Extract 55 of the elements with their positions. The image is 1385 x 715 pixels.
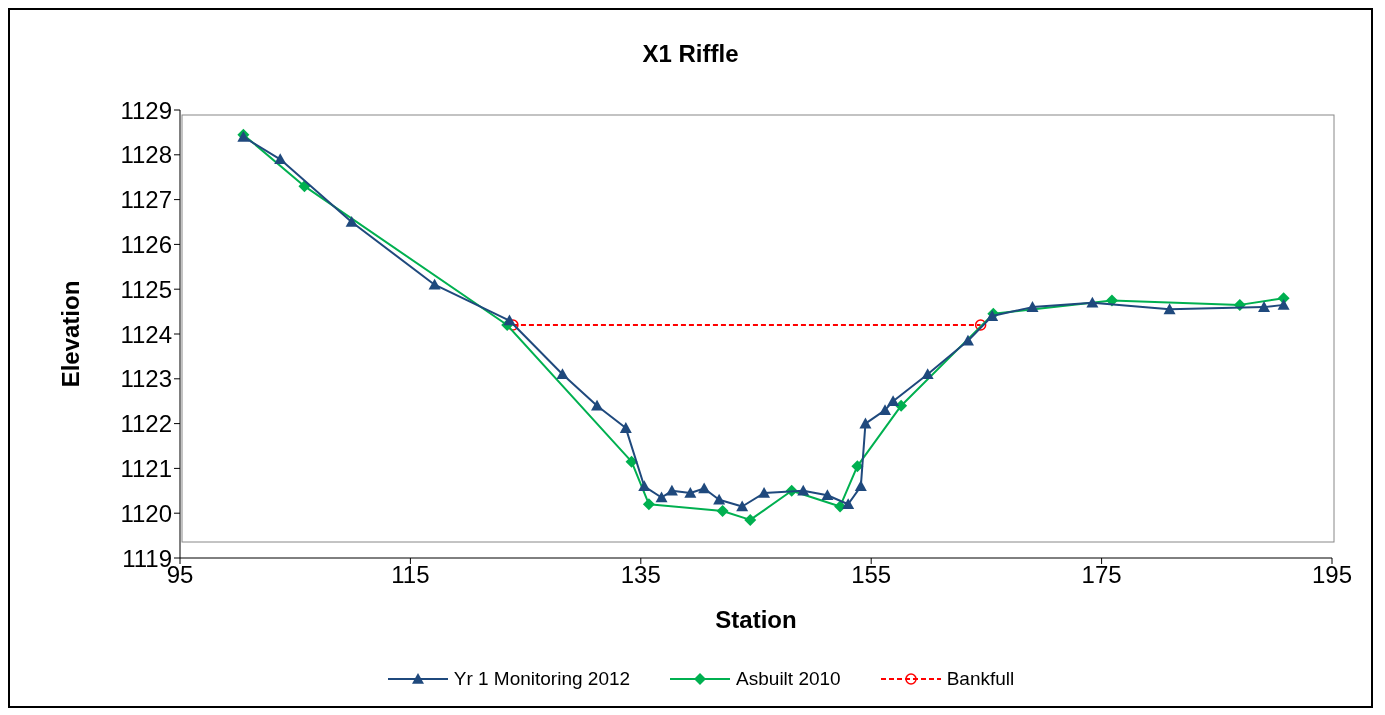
- y-tick-label: 1122: [120, 410, 172, 438]
- y-tick-label: 1125: [120, 275, 172, 303]
- point: [895, 399, 908, 412]
- point: [1277, 298, 1290, 310]
- point: [758, 487, 771, 498]
- point: [1163, 303, 1176, 315]
- point: [1258, 301, 1271, 312]
- legend-label: Asbuilt 2010: [736, 668, 841, 690]
- point: [665, 484, 678, 496]
- x-tick-label: 115: [391, 561, 430, 589]
- legend-label: Bankfull: [946, 668, 1015, 690]
- point: [619, 422, 632, 433]
- y-axis-title: Elevation: [56, 280, 84, 388]
- y-tick-label: 1129: [120, 96, 172, 124]
- point: [887, 395, 900, 406]
- x-tick-label: 135: [620, 561, 661, 589]
- point: [684, 487, 697, 498]
- point: [974, 319, 987, 331]
- point: [859, 417, 872, 429]
- point: [655, 491, 668, 503]
- point: [797, 484, 810, 496]
- point: [851, 460, 864, 473]
- point: [642, 498, 655, 511]
- legend-label: Yr 1 Monitoring 2012: [453, 668, 631, 690]
- y-tick-label: 1126: [120, 230, 172, 258]
- point: [428, 278, 441, 290]
- x-axis-title: Station: [715, 606, 797, 633]
- point: [1026, 301, 1039, 312]
- y-tick-label: 1124: [120, 320, 172, 348]
- point: [556, 368, 569, 380]
- y-tick-label: 1128: [120, 141, 172, 169]
- point: [854, 480, 867, 492]
- point: [716, 504, 729, 517]
- point: [1086, 296, 1099, 308]
- point: [736, 500, 749, 512]
- point: [744, 513, 757, 526]
- point: [879, 404, 892, 415]
- point: [713, 493, 726, 505]
- x-tick-label: 195: [1311, 561, 1353, 589]
- point: [638, 480, 651, 492]
- y-tick-label: 1120: [120, 499, 172, 527]
- y-tick-label: 1127: [120, 186, 172, 214]
- point: [821, 489, 834, 501]
- point: [625, 455, 638, 468]
- point: [345, 216, 358, 227]
- y-tick-label: 1121: [120, 454, 172, 482]
- x-tick-label: 155: [851, 561, 892, 589]
- x-tick-label: 175: [1081, 561, 1122, 589]
- y-tick-label: 1123: [120, 365, 172, 393]
- point: [842, 498, 855, 510]
- point: [503, 314, 516, 326]
- point: [274, 153, 287, 165]
- point: [698, 482, 711, 494]
- chart-title: X1 Riffle: [641, 40, 740, 69]
- point: [921, 368, 934, 380]
